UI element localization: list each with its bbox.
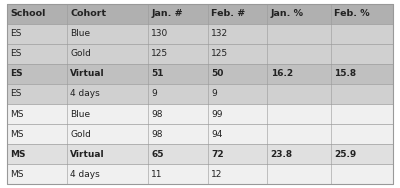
Text: 99: 99 — [211, 110, 222, 119]
Text: 11: 11 — [151, 170, 163, 179]
Text: Feb. #: Feb. # — [211, 9, 245, 18]
Bar — [7, 164, 393, 184]
Text: Feb. %: Feb. % — [334, 9, 370, 18]
Text: 125: 125 — [151, 49, 168, 58]
Text: 4 days: 4 days — [70, 89, 100, 99]
Text: 9: 9 — [211, 89, 217, 99]
Text: Jan. #: Jan. # — [151, 9, 183, 18]
Text: ES: ES — [10, 49, 22, 58]
Text: Virtual: Virtual — [70, 69, 105, 78]
Text: School: School — [10, 9, 46, 18]
Text: 23.8: 23.8 — [271, 150, 293, 159]
Text: Jan. %: Jan. % — [271, 9, 304, 18]
Text: 9: 9 — [151, 89, 157, 99]
Text: Gold: Gold — [70, 49, 91, 58]
Text: MS: MS — [10, 170, 24, 179]
Text: 132: 132 — [211, 29, 228, 38]
Text: 94: 94 — [211, 130, 222, 139]
Bar — [7, 104, 393, 124]
Bar — [7, 124, 393, 144]
Text: Virtual: Virtual — [70, 150, 105, 159]
Bar — [7, 44, 393, 64]
Text: Cohort: Cohort — [70, 9, 106, 18]
Text: 12: 12 — [211, 170, 222, 179]
Text: 65: 65 — [151, 150, 164, 159]
Text: 72: 72 — [211, 150, 224, 159]
Text: Blue: Blue — [70, 110, 90, 119]
Text: Blue: Blue — [70, 29, 90, 38]
Text: ES: ES — [10, 69, 23, 78]
Text: Gold: Gold — [70, 130, 91, 139]
Text: ES: ES — [10, 89, 22, 99]
Text: ES: ES — [10, 29, 22, 38]
Bar — [7, 64, 393, 84]
Text: 98: 98 — [151, 110, 163, 119]
Bar — [7, 144, 393, 164]
Text: MS: MS — [10, 150, 26, 159]
Text: 4 days: 4 days — [70, 170, 100, 179]
Text: 130: 130 — [151, 29, 168, 38]
Text: 50: 50 — [211, 69, 223, 78]
Bar — [7, 4, 393, 24]
Text: 15.8: 15.8 — [334, 69, 356, 78]
Text: 125: 125 — [211, 49, 228, 58]
Text: MS: MS — [10, 130, 24, 139]
Bar — [7, 84, 393, 104]
Text: MS: MS — [10, 110, 24, 119]
Text: 16.2: 16.2 — [271, 69, 293, 78]
Text: 98: 98 — [151, 130, 163, 139]
Text: 51: 51 — [151, 69, 164, 78]
Text: 25.9: 25.9 — [334, 150, 356, 159]
Bar — [7, 24, 393, 44]
